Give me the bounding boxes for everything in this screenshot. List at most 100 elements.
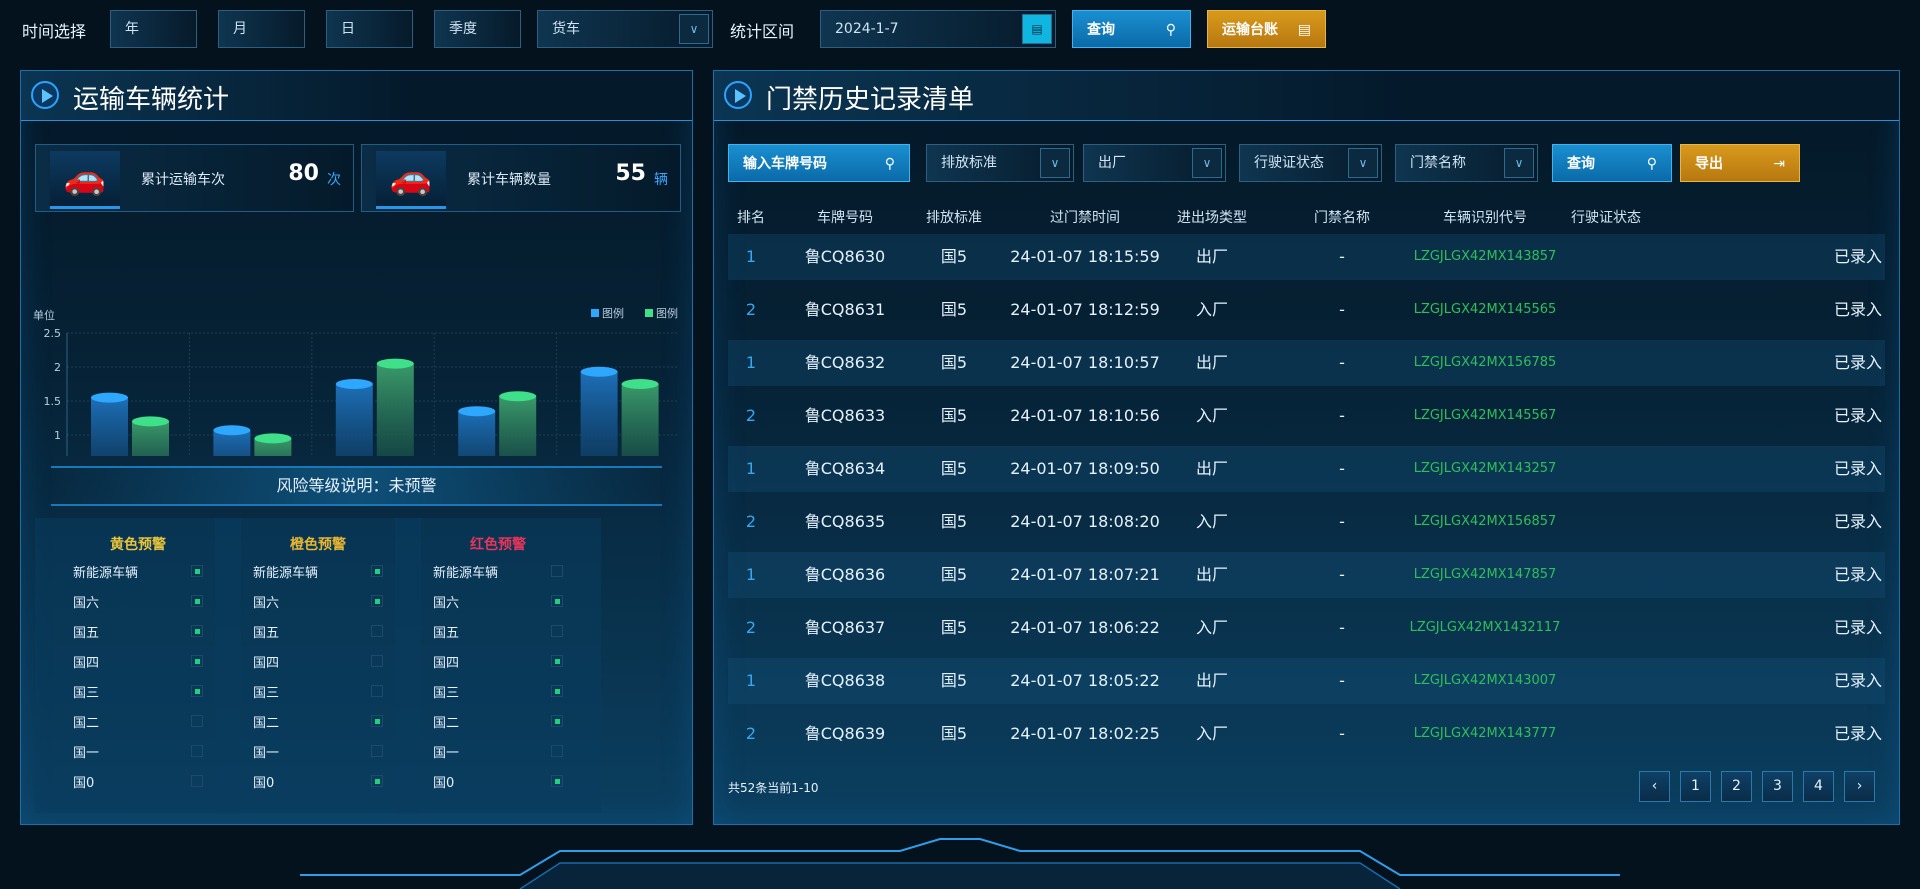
vehicle-type-select[interactable]: 货车 ∨	[537, 10, 713, 48]
table-row[interactable]: 2 鲁CQ8635 国5 24-01-07 18:08:20 入厂 - LZGJLGX42M…	[728, 499, 1885, 545]
table-cell: 国5	[940, 300, 968, 319]
stat-card-vehicles: 🚗 累计车辆数量 55 辆	[361, 144, 681, 212]
month-select[interactable]: 月	[218, 10, 305, 48]
warning-item: 国五	[253, 622, 383, 642]
table-row[interactable]: 2 鲁CQ8631 国5 24-01-07 18:12:59 入厂 - LZGJLGX42M…	[728, 287, 1885, 333]
table-row[interactable]: 1 鲁CQ8630 国5 24-01-07 18:15:59 出厂 - LZGJLGX42M…	[728, 234, 1885, 280]
table-cell: 1	[745, 353, 757, 372]
ledger-button[interactable]: 运输台账 ▤	[1207, 10, 1326, 48]
warning-item: 国五	[73, 622, 203, 642]
y-tick-label: 2	[54, 361, 61, 374]
table-cell: 已录入	[1833, 724, 1883, 743]
status-indicator	[371, 595, 383, 607]
bar	[499, 396, 537, 456]
table-cell: 已录入	[1833, 406, 1883, 425]
license-value: 行驶证状态	[1254, 155, 1324, 171]
warning-item: 国一	[253, 742, 383, 762]
query-button[interactable]: 查询 ⚲	[1072, 10, 1191, 48]
status-indicator	[371, 715, 383, 727]
status-indicator	[371, 745, 383, 757]
warning-item: 新能源车辆	[73, 562, 203, 582]
page-button[interactable]: 1	[1680, 771, 1711, 802]
table-cell: 国5	[940, 565, 968, 584]
page-button[interactable]: 3	[1762, 771, 1793, 802]
warning-item-label: 国0	[433, 776, 455, 791]
date-input[interactable]: 2024-1-7 ▤	[820, 10, 1056, 48]
panel-header: 运输车辆统计	[21, 71, 692, 121]
warning-item: 国五	[433, 622, 563, 642]
table-cell: LZGJLGX42MX1432117	[1409, 620, 1561, 635]
prev-page-button[interactable]: ‹	[1639, 771, 1670, 802]
calendar-icon[interactable]: ▤	[1022, 14, 1052, 44]
license-status-select[interactable]: 行驶证状态 ∨	[1239, 144, 1382, 182]
range-label: 统计区间	[730, 22, 795, 41]
table-cell: -	[1339, 353, 1345, 372]
export-button[interactable]: 导出 ⇥	[1680, 144, 1800, 182]
table-cell: 鲁CQ8635	[804, 512, 886, 531]
warning-item-label: 国二	[253, 716, 280, 731]
warning-column: 黄色预警 新能源车辆 国六 国五 国四 国三 国二 国一 国0	[35, 518, 241, 813]
table-cell: 国5	[940, 724, 968, 743]
pagination-total: 共52条当前1-10	[728, 781, 819, 795]
table-cell: 2	[745, 512, 757, 531]
table-row[interactable]: 1 鲁CQ8638 国5 24-01-07 18:05:22 出厂 - LZGJLGX42M…	[728, 658, 1885, 704]
warning-item: 国六	[73, 592, 203, 612]
table-cell: 鲁CQ8632	[804, 353, 886, 372]
warning-item-label: 国0	[253, 776, 275, 791]
status-indicator	[191, 745, 203, 757]
table-row[interactable]: 1 鲁CQ8632 国5 24-01-07 18:10:57 出厂 - LZGJLGX42M…	[728, 340, 1885, 386]
table-cell: 国5	[940, 406, 968, 425]
next-page-button[interactable]: ›	[1844, 771, 1875, 802]
ledger-label: 运输台账	[1222, 22, 1278, 38]
warning-item: 国二	[253, 712, 383, 732]
table-row[interactable]: 1 鲁CQ8634 国5 24-01-07 18:09:50 出厂 - LZGJLGX42M…	[728, 446, 1885, 492]
legend-label: 图例	[656, 306, 678, 320]
bar	[91, 397, 128, 456]
gate-name-select[interactable]: 门禁名称 ∨	[1395, 144, 1538, 182]
emission-select[interactable]: 排放标准 ∨	[926, 144, 1074, 182]
plate-search-input[interactable]: 输入车牌号码 ⚲	[728, 144, 910, 182]
direction-select[interactable]: 出厂 ∨	[1083, 144, 1226, 182]
table-row[interactable]: 1 鲁CQ8636 国5 24-01-07 18:07:21 出厂 - LZGJLGX42M…	[728, 552, 1885, 598]
status-indicator	[551, 685, 563, 697]
page-button[interactable]: 4	[1803, 771, 1834, 802]
time-select-label: 时间选择	[22, 22, 87, 41]
status-indicator	[191, 685, 203, 697]
chevron-down-icon: ∨	[1504, 148, 1534, 178]
warning-item-label: 国五	[433, 626, 460, 641]
table-cell: 国5	[940, 353, 968, 372]
export-icon: ⇥	[1773, 156, 1785, 172]
y-tick-label: 1	[54, 429, 61, 442]
warning-item: 新能源车辆	[253, 562, 383, 582]
export-label: 导出	[1695, 156, 1723, 172]
table-cell: 1	[745, 247, 757, 266]
table-cell: 已录入	[1833, 459, 1883, 478]
table-cell: 已录入	[1833, 353, 1883, 372]
table-row[interactable]: 2 鲁CQ8639 国5 24-01-07 18:02:25 入厂 - LZGJLGX42M…	[728, 711, 1885, 757]
table-row[interactable]: 2 鲁CQ8637 国5 24-01-07 18:06:22 入厂 - LZGJLGX42M…	[728, 605, 1885, 651]
bar	[580, 371, 618, 456]
warning-item: 国六	[253, 592, 383, 612]
status-indicator	[191, 625, 203, 637]
table-cell: 1	[745, 565, 757, 584]
warning-item: 国0	[73, 772, 203, 792]
plate-placeholder: 输入车牌号码	[743, 156, 827, 172]
vehicle-type-value: 货车	[552, 21, 580, 37]
table-query-button[interactable]: 查询 ⚲	[1552, 144, 1672, 182]
year-select[interactable]: 年	[110, 10, 197, 48]
bar	[132, 421, 169, 456]
column-header: 排放标准	[926, 210, 982, 226]
stat-card-trips: 🚗 累计运输车次 80 次	[35, 144, 354, 212]
page-button[interactable]: 2	[1721, 771, 1752, 802]
bottom-frame-decoration	[300, 838, 1620, 889]
warning-item-label: 国五	[253, 626, 280, 641]
table-cell: -	[1339, 300, 1345, 319]
day-select[interactable]: 日	[326, 10, 413, 48]
quarter-select[interactable]: 季度	[434, 10, 521, 48]
status-indicator	[371, 655, 383, 667]
table-cell: 2	[745, 724, 757, 743]
table-row[interactable]: 2 鲁CQ8633 国5 24-01-07 18:10:56 入厂 - LZGJLGX42M…	[728, 393, 1885, 439]
bar	[621, 384, 659, 456]
stat-unit: 次	[327, 172, 341, 188]
table-cell: 已录入	[1833, 512, 1883, 531]
